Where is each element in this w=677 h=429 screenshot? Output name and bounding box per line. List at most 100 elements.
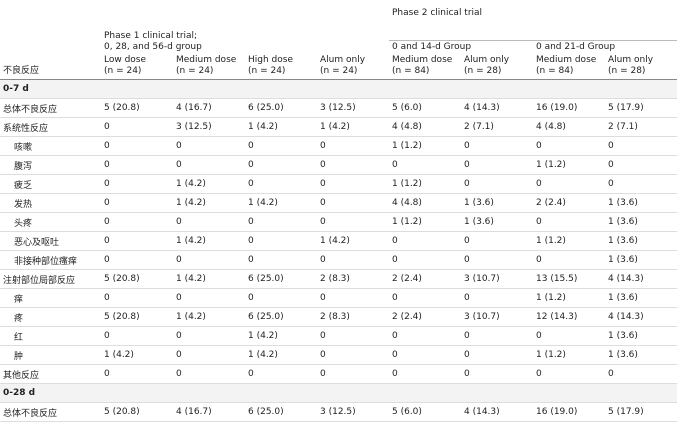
- cell: 0: [248, 141, 254, 151]
- cell: 2 (2.4): [536, 198, 566, 208]
- cell: 0: [104, 331, 110, 341]
- cell: 0: [248, 369, 254, 379]
- cell: 1 (4.2): [248, 331, 278, 341]
- header-line: (n = 24): [248, 66, 286, 76]
- cell: 2 (7.1): [608, 122, 638, 132]
- cell: 2 (8.3): [320, 274, 350, 284]
- cell: 4 (4.8): [392, 198, 422, 208]
- header-line: High dose: [248, 55, 293, 65]
- cell: 0: [536, 255, 542, 265]
- cell: 0: [104, 217, 110, 227]
- section-row: 0-28 d: [0, 383, 677, 403]
- cell: 0: [392, 293, 398, 303]
- cell: 1 (1.2): [536, 293, 566, 303]
- cell: 0: [536, 217, 542, 227]
- data-row: 总体不良反应 5 (20.8) 4 (16.7) 6 (25.0) 3 (12.5) 5 …: [0, 403, 677, 422]
- cell: 1 (1.2): [392, 141, 422, 151]
- row-label: 疲乏: [14, 180, 33, 191]
- row-label: 非接种部位瘙痒: [14, 256, 78, 267]
- header-line: (n = 24): [320, 66, 358, 76]
- column-header: Medium dose (n = 24): [173, 55, 245, 80]
- cell: 0: [320, 160, 326, 170]
- cell: 1 (4.2): [176, 274, 206, 284]
- row-label: 系统性反应: [3, 123, 49, 134]
- header-line: Phase 1 clinical trial;: [104, 31, 198, 41]
- cell: 0: [392, 236, 398, 246]
- data-row: 总体不良反应 5 (20.8) 4 (16.7) 6 (25.0) 3 (12.5) 5 …: [0, 99, 677, 118]
- data-row: 肿 1 (4.2) 0 1 (4.2) 0 0 0 1 (1.2) 1 (3.6): [0, 346, 677, 365]
- cell: 16 (19.0): [536, 103, 578, 113]
- cell: 6 (25.0): [248, 274, 284, 284]
- cell: 0: [104, 198, 110, 208]
- cell: 13 (15.5): [536, 274, 578, 284]
- cell: 0: [104, 179, 110, 189]
- header-line: Medium dose: [176, 55, 237, 65]
- cell: 0: [320, 331, 326, 341]
- cell: 5 (6.0): [392, 407, 422, 417]
- cell: 0: [320, 293, 326, 303]
- header-line: Alum only: [608, 55, 654, 65]
- cell: 0: [464, 331, 470, 341]
- header-row: Phase 1 clinical trial; 0, 28, and 56-d g…: [0, 0, 677, 52]
- cell: 0: [464, 293, 470, 303]
- data-row: 头疼 0 0 0 0 1 (1.2) 1 (3.6) 0 1 (3.6): [0, 213, 677, 232]
- data-row: 咳嗽 0 0 0 0 1 (1.2) 0 0 0: [0, 137, 677, 156]
- header-line: (n = 84): [536, 66, 574, 76]
- cell: 12 (14.3): [536, 312, 578, 322]
- cell: 0: [104, 293, 110, 303]
- cell: 1 (4.2): [248, 350, 278, 360]
- cell: 16 (19.0): [536, 407, 578, 417]
- cell: 0: [464, 369, 470, 379]
- cell: 1 (4.2): [320, 122, 350, 132]
- row-label: 咳嗽: [14, 142, 33, 153]
- data-row: 疼 5 (20.8) 1 (4.2) 6 (25.0) 2 (8.3) 2 (2.4) 3 …: [0, 308, 677, 327]
- row-label: 疼: [14, 313, 24, 324]
- phase1-header: Phase 1 clinical trial; 0, 28, and 56-d g…: [101, 0, 389, 55]
- header-line: 0, 28, and 56-d group: [104, 42, 202, 52]
- cell: 0: [104, 122, 110, 132]
- cell: 0: [464, 179, 470, 189]
- cell: 4 (16.7): [176, 407, 212, 417]
- cell: 1 (4.2): [176, 312, 206, 322]
- cell: 0: [248, 236, 254, 246]
- row-label: 注射部位局部反应: [3, 275, 76, 286]
- cell: 1 (4.2): [176, 236, 206, 246]
- cell: 0: [608, 369, 614, 379]
- cell: 0: [176, 141, 182, 151]
- cell: 0: [248, 293, 254, 303]
- cell: 0: [464, 160, 470, 170]
- cell: 2 (7.1): [464, 122, 494, 132]
- cell: 1 (4.2): [104, 350, 134, 360]
- data-row: 恶心及呕吐 0 1 (4.2) 0 1 (4.2) 0 0 1 (1.2) 1 (3.6): [0, 232, 677, 251]
- cell: 5 (20.8): [104, 407, 140, 417]
- cell: 0: [176, 293, 182, 303]
- header-line: Alum only: [464, 55, 510, 65]
- cell: 1 (3.6): [608, 331, 638, 341]
- header-line: (n = 84): [392, 66, 430, 76]
- column-header: Medium dose (n = 84): [389, 55, 461, 80]
- cell: 0: [176, 369, 182, 379]
- cell: 0: [536, 141, 542, 151]
- cell: 6 (25.0): [248, 407, 284, 417]
- cell: 3 (12.5): [320, 407, 356, 417]
- data-row: 疲乏 0 1 (4.2) 0 0 1 (1.2) 0 0 0: [0, 175, 677, 194]
- row-label: 总体不良反应: [3, 408, 58, 419]
- header-line: (n = 24): [104, 66, 142, 76]
- row-label: 痒: [14, 294, 24, 305]
- cell: 0: [176, 350, 182, 360]
- cell: 6 (25.0): [248, 103, 284, 113]
- cell: 0: [320, 198, 326, 208]
- section-label: 0-7 d: [0, 79, 677, 99]
- cell: 0: [320, 255, 326, 265]
- row-label: 红: [14, 332, 24, 343]
- cell: 5 (17.9): [608, 103, 644, 113]
- cell: 0: [320, 217, 326, 227]
- data-row: 其他反应 0 0 0 0 0 0 0 0: [0, 365, 677, 384]
- column-header: Alum only (n = 28): [605, 55, 677, 80]
- row-label: 其他反应: [3, 370, 40, 381]
- cell: 1 (4.2): [248, 122, 278, 132]
- cell: 1 (1.2): [536, 350, 566, 360]
- cell: 0: [464, 141, 470, 151]
- cell: 0: [104, 160, 110, 170]
